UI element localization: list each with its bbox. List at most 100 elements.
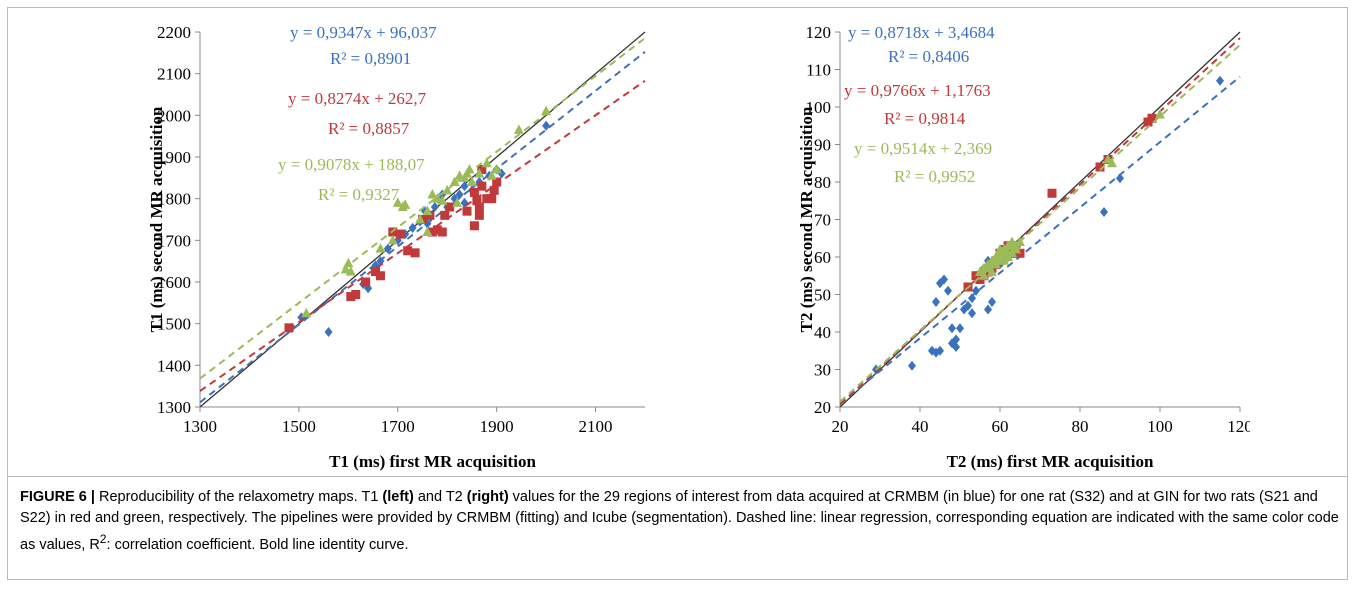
t2-green-regression-line — [840, 44, 1241, 403]
t1-red-point — [440, 210, 450, 220]
t1-red-r2-label: R² = 0,8857 — [328, 119, 410, 138]
caption-superscript: 2 — [99, 532, 107, 546]
t1-red-point — [346, 292, 356, 302]
t1-green-point — [375, 243, 386, 253]
t2-green-equation: y = 0,9514x + 2,369 — [854, 139, 992, 158]
t2-y-tick-label: 30 — [814, 361, 831, 380]
t1-red-point — [472, 196, 482, 206]
t1-red-point — [437, 227, 447, 237]
t2-blue-point — [932, 297, 940, 307]
t2-y-tick-label: 20 — [814, 398, 831, 417]
t1-red-point — [395, 229, 405, 239]
t2-green-point — [995, 244, 1005, 254]
t1-x-axis-title: T1 (ms) first MR acquisition — [329, 452, 536, 471]
t1-blue-equation: y = 0,9347x + 96,037 — [290, 23, 437, 42]
t1-y-tick-label: 2200 — [157, 23, 191, 42]
t1-green-r2-label: R² = 0,9327 — [318, 185, 400, 204]
t2-blue-point — [940, 274, 948, 285]
t1-red-point — [371, 267, 381, 277]
t1-green-point — [452, 197, 463, 207]
t1-red-point — [410, 248, 420, 258]
figure-frame — [7, 7, 1348, 580]
t1-y-tick-label: 2000 — [157, 106, 191, 125]
figure-caption: FIGURE 6 | Reproducibility of the relaxo… — [20, 487, 1340, 556]
t1-red-point — [427, 227, 437, 237]
t2-blue-point — [936, 345, 944, 356]
t1-red-point — [487, 194, 497, 204]
t2-x-tick-label: 120 — [1227, 417, 1250, 436]
t1-blue-r2-label: R² = 0,8901 — [330, 49, 411, 68]
t2-blue-point — [908, 360, 916, 371]
t1-red-point — [445, 202, 455, 212]
t1-red-point — [492, 177, 502, 187]
t2-y-tick-label: 60 — [814, 248, 831, 267]
t1-y-tick-label: 1300 — [157, 398, 191, 417]
caption-text-3: values for the 29 regions of interest fr… — [20, 489, 1339, 553]
t2-blue-point — [956, 323, 964, 334]
t1-blue-point — [455, 189, 464, 200]
t1-green-point — [422, 205, 433, 216]
t1-x-tick-label: 1500 — [282, 417, 316, 436]
t1-x-tick-label: 1700 — [381, 417, 415, 436]
t2-y-tick-label: 80 — [814, 173, 831, 192]
t1-green-point — [466, 176, 477, 186]
t2-green-point — [1107, 157, 1117, 168]
t2-y-tick-label: 70 — [814, 211, 831, 230]
t1-green-point — [392, 197, 403, 207]
t1-y-tick-label: 1700 — [157, 231, 191, 250]
t1-red-equation: y = 0,8274x + 262,7 — [288, 89, 427, 108]
t2-x-axis-title: T2 (ms) first MR acquisition — [947, 452, 1154, 471]
t2-y-tick-label: 90 — [814, 136, 831, 155]
t1-y-tick-label: 1500 — [157, 315, 191, 334]
t2-blue-point — [964, 300, 972, 311]
t2-blue-point — [988, 297, 996, 307]
t2-y-tick-label: 110 — [806, 61, 831, 80]
t1-blue-point — [408, 222, 417, 233]
t1-green-regression-line — [200, 37, 646, 380]
t2-green-point — [1155, 109, 1165, 119]
t2-blue-point — [944, 285, 952, 296]
t1-green-point — [301, 307, 312, 318]
t1-red-point — [375, 271, 385, 281]
t2-y-tick-label: 50 — [814, 286, 831, 305]
t2-x-tick-label: 100 — [1147, 417, 1173, 436]
t2-green-point — [987, 266, 997, 276]
t1-red-point — [489, 185, 499, 195]
t1-red-point — [403, 246, 413, 256]
t2-x-tick-label: 20 — [832, 417, 849, 436]
t1-red-point — [469, 221, 479, 231]
t2-blue-point — [1216, 75, 1224, 86]
t2-blue-equation: y = 0,8718x + 3,4684 — [848, 23, 995, 42]
t1-red-point — [361, 277, 371, 287]
t2-blue-point — [984, 304, 992, 315]
t2-y-axis-title: T2 (ms) second MR acquisition — [797, 106, 816, 332]
t1-y-tick-label: 1800 — [157, 190, 191, 209]
t1-red-point — [351, 290, 361, 299]
t2-green-point — [979, 270, 989, 280]
t1-green-point — [486, 170, 497, 180]
caption-left-word: (left) — [382, 489, 414, 505]
t2-red-r2-label: R² = 0,9814 — [884, 109, 966, 128]
t2-red-point — [1047, 188, 1057, 198]
t1-y-tick-label: 1900 — [157, 148, 191, 167]
t1-blue-point — [324, 327, 333, 337]
caption-text-2: and T2 — [413, 489, 467, 505]
t2-blue-point — [952, 334, 960, 345]
t1-red-point — [425, 210, 435, 220]
caption-right-word: (right) — [466, 489, 509, 505]
t1-blue-point — [542, 120, 551, 131]
t1-green-point — [513, 124, 524, 134]
t2-blue-point — [1116, 173, 1124, 184]
t1-red-point — [469, 187, 479, 197]
t2-blue-r2-label: R² = 0,8406 — [888, 47, 969, 66]
t1-red-point — [482, 194, 492, 204]
t1-green-point — [462, 168, 472, 178]
caption-divider — [7, 476, 1348, 477]
t1-x-tick-label: 1300 — [183, 417, 217, 436]
t1-green-point — [481, 157, 492, 168]
t1-blue-point — [383, 243, 392, 254]
t1-green-point — [343, 257, 354, 268]
t2-y-tick-label: 100 — [806, 98, 832, 117]
t1-red-point — [477, 165, 487, 174]
t2-green-r2-label: R² = 0,9952 — [894, 167, 975, 186]
